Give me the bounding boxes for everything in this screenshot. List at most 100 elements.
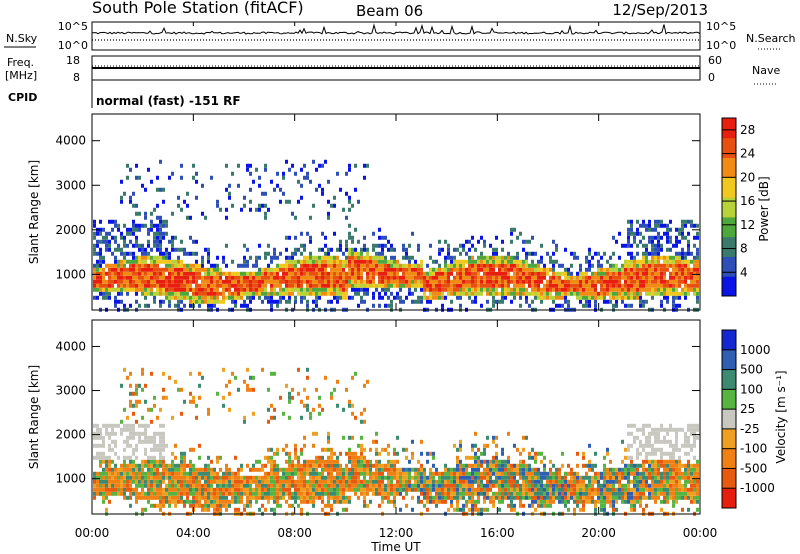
heatmap-cell <box>510 499 513 504</box>
heatmap-cell <box>585 271 588 276</box>
heatmap-cell <box>96 239 99 244</box>
heatmap-cell <box>606 447 609 452</box>
heatmap-cell <box>156 231 159 236</box>
heatmap-cell <box>645 255 648 260</box>
heatmap-cell <box>108 467 111 472</box>
heatmap-cell <box>270 415 273 420</box>
heatmap-cell <box>222 291 225 296</box>
heatmap-cell <box>177 279 180 284</box>
heatmap-cell <box>528 455 531 460</box>
heatmap-cell <box>651 247 654 252</box>
heatmap-cell <box>447 291 450 296</box>
heatmap-cell <box>150 211 153 216</box>
heatmap-cell <box>579 263 582 268</box>
heatmap-cell <box>192 447 195 452</box>
heatmap-cell <box>522 475 525 480</box>
heatmap-cell <box>360 455 363 460</box>
heatmap-cell <box>600 287 603 292</box>
heatmap-cell <box>159 227 162 232</box>
heatmap-cell <box>252 387 255 392</box>
heatmap-cell <box>549 491 552 496</box>
heatmap-cell <box>684 223 687 228</box>
heatmap-cell <box>183 263 186 268</box>
heatmap-cell <box>546 483 549 488</box>
heatmap-cell <box>147 455 150 460</box>
heatmap-cell <box>306 403 309 408</box>
heatmap-cell <box>417 263 420 268</box>
heatmap-cell <box>483 283 486 288</box>
heatmap-cell <box>147 227 150 232</box>
heatmap-cell <box>495 235 498 240</box>
heatmap-cell <box>393 503 396 508</box>
heatmap-cell <box>426 283 429 288</box>
heatmap-cell <box>141 183 144 188</box>
heatmap-cell <box>492 279 495 284</box>
heatmap-cell <box>111 283 114 288</box>
heatmap-cell <box>603 479 606 484</box>
heatmap-cell <box>465 287 468 292</box>
heatmap-cell <box>213 303 216 308</box>
heatmap-cell <box>393 283 396 288</box>
heatmap-cell <box>531 455 534 460</box>
heatmap-cell <box>96 231 99 236</box>
heatmap-cell <box>660 283 663 288</box>
heatmap-cell <box>657 235 660 240</box>
heatmap-cell <box>393 275 396 280</box>
colorbar-segment <box>722 177 736 198</box>
heatmap-cell <box>519 491 522 496</box>
heatmap-cell <box>591 295 594 300</box>
heatmap-cell <box>135 387 138 392</box>
heatmap-cell <box>612 279 615 284</box>
heatmap-cell <box>390 243 393 248</box>
heatmap-cell <box>219 267 222 272</box>
heatmap-cell <box>207 467 210 472</box>
heatmap-cell <box>114 303 117 308</box>
heatmap-cell <box>381 247 384 252</box>
heatmap-cell <box>159 291 162 296</box>
heatmap-cell <box>360 483 363 488</box>
heatmap-cell <box>360 451 363 456</box>
heatmap-cell <box>123 223 126 228</box>
heatmap-cell <box>513 483 516 488</box>
heatmap-cell <box>510 287 513 292</box>
heatmap-cell <box>621 295 624 300</box>
heatmap-cell <box>102 439 105 444</box>
heatmap-cell <box>570 491 573 496</box>
heatmap-cell <box>123 287 126 292</box>
heatmap-cell <box>504 295 507 300</box>
heatmap-cell <box>408 459 411 464</box>
heatmap-cell <box>483 263 486 268</box>
heatmap-cell <box>231 299 234 304</box>
heatmap-cell <box>399 467 402 472</box>
heatmap-cell <box>483 443 486 448</box>
heatmap-cell <box>498 475 501 480</box>
heatmap-cell <box>471 283 474 288</box>
heatmap-cell <box>564 275 567 280</box>
heatmap-cell <box>486 463 489 468</box>
heatmap-cell <box>105 459 108 464</box>
heatmap-cell <box>195 415 198 420</box>
heatmap-cell <box>639 271 642 276</box>
heatmap-cell <box>609 499 612 504</box>
colorbar-segment <box>722 137 736 159</box>
heatmap-cell <box>465 267 468 272</box>
heatmap-cell <box>381 295 384 300</box>
heatmap-cell <box>588 475 591 480</box>
heatmap-cell <box>471 267 474 272</box>
heatmap-cell <box>303 479 306 484</box>
heatmap-cell <box>99 227 102 232</box>
heatmap-cell <box>654 291 657 296</box>
heatmap-cell <box>318 295 321 300</box>
heatmap-cell <box>96 271 99 276</box>
heatmap-cell <box>243 491 246 496</box>
heatmap-cell <box>546 495 549 500</box>
heatmap-cell <box>183 483 186 488</box>
heatmap-cell <box>669 291 672 296</box>
heatmap-cell <box>189 391 192 396</box>
heatmap-cell <box>567 287 570 292</box>
heatmap-cell <box>288 295 291 300</box>
heatmap-cell <box>243 379 246 384</box>
heatmap-cell <box>162 271 165 276</box>
heatmap-cell <box>582 507 585 512</box>
heatmap-cell <box>141 479 144 484</box>
